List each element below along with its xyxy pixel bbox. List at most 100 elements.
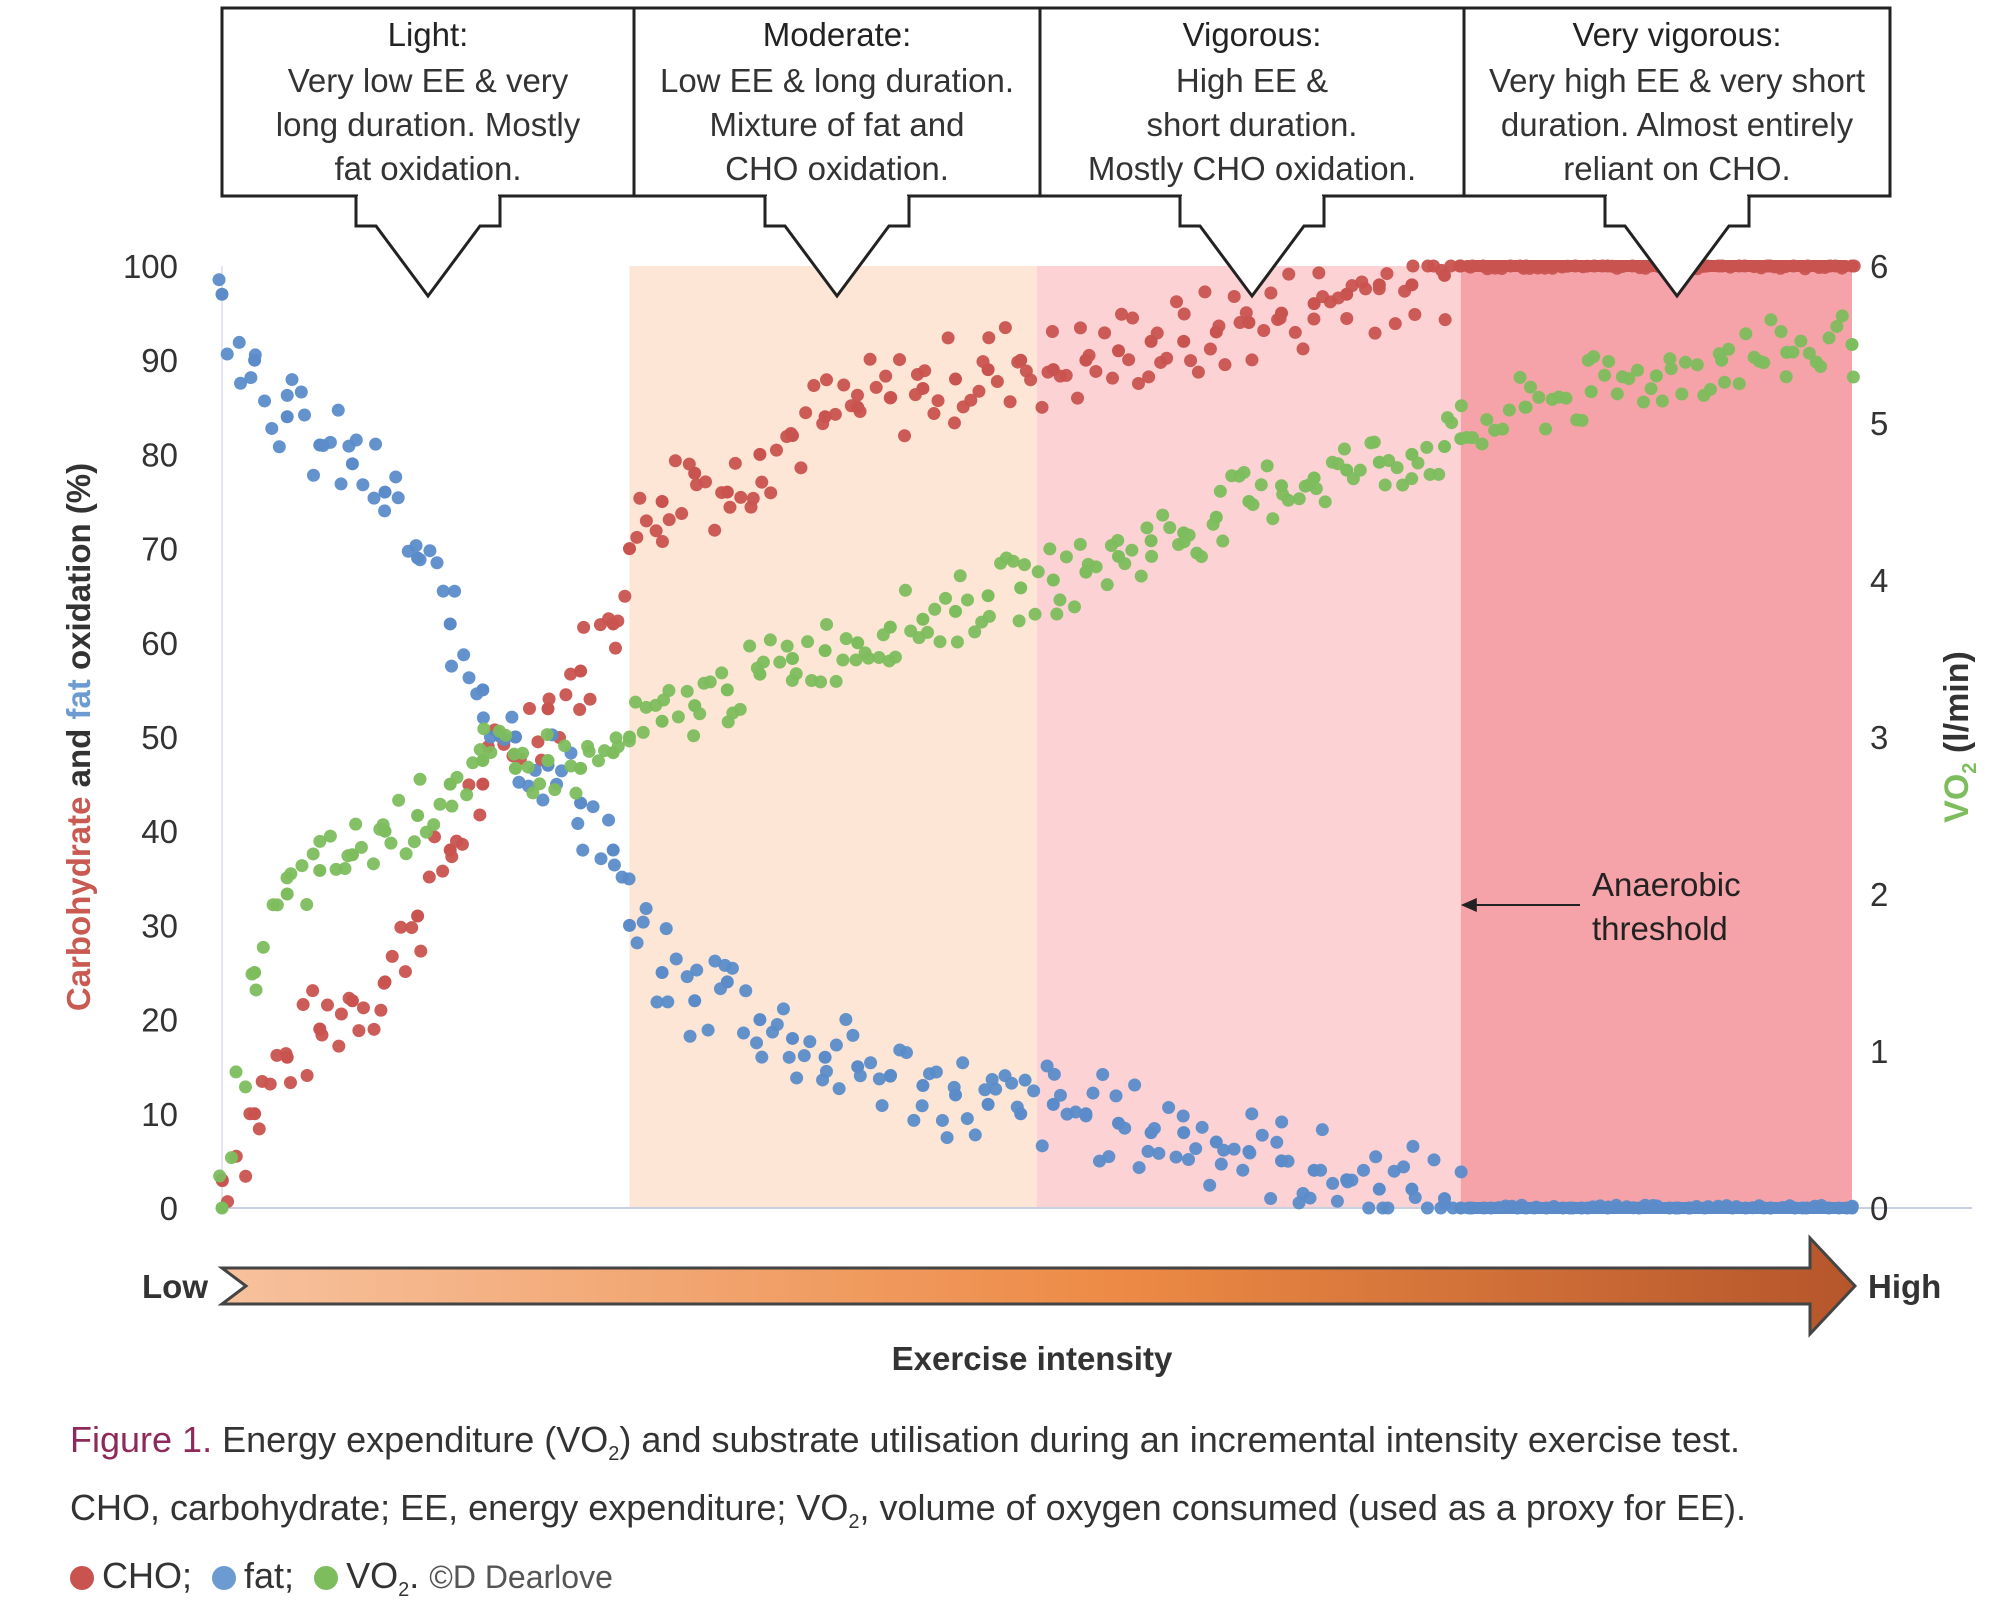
data-point [1406, 1139, 1420, 1153]
data-point [1195, 1120, 1209, 1134]
zone-band-very-vigorous [1460, 266, 1852, 1208]
data-point [1539, 422, 1553, 436]
data-point [594, 852, 608, 866]
data-point [929, 1065, 943, 1079]
data-point [630, 530, 644, 544]
data-point [1035, 1139, 1049, 1153]
data-point [659, 922, 673, 936]
data-point [1012, 614, 1026, 628]
data-point [723, 500, 737, 514]
data-point [1112, 344, 1125, 358]
data-point [1098, 326, 1112, 340]
data-point [1112, 1116, 1125, 1130]
data-point [1141, 1144, 1155, 1158]
data-point [818, 410, 832, 424]
data-point [933, 635, 947, 649]
data-point [935, 1113, 949, 1127]
data-point [606, 843, 620, 857]
data-point [1794, 334, 1808, 348]
data-point [1438, 1192, 1451, 1206]
data-point [220, 347, 234, 361]
data-point [1043, 542, 1057, 556]
threshold-label: threshold [1592, 910, 1728, 947]
data-point [1059, 550, 1073, 564]
data-point [753, 447, 767, 461]
data-point [1496, 422, 1510, 436]
y-right-tick-label: 1 [1870, 1033, 1888, 1070]
data-point [213, 1169, 227, 1183]
data-point [1182, 1152, 1196, 1166]
data-point [1420, 440, 1434, 454]
data-point [733, 702, 747, 716]
data-point [1079, 353, 1093, 367]
data-point [411, 809, 425, 822]
data-point [531, 735, 545, 749]
data-point [1073, 321, 1087, 335]
data-point [1275, 306, 1288, 320]
data-point [541, 754, 555, 768]
data-point [916, 1079, 930, 1093]
data-point [367, 1022, 381, 1036]
data-point [263, 1077, 277, 1091]
caption-sub-c: 2 [848, 1511, 860, 1534]
data-point [1152, 1146, 1166, 1160]
data-point [508, 730, 522, 744]
data-point [232, 335, 246, 349]
y-right-axis-label: VO2 (l/min) [1938, 651, 1981, 823]
data-point [413, 772, 427, 786]
data-point [1053, 593, 1067, 607]
data-point [1559, 391, 1573, 405]
data-point [743, 639, 757, 653]
data-point [296, 998, 310, 1012]
data-point [239, 1169, 253, 1183]
data-point [1242, 1144, 1256, 1158]
data-point [1177, 1126, 1191, 1140]
data-point [1112, 549, 1125, 563]
data-point [818, 644, 832, 658]
data-point [1337, 442, 1351, 456]
data-point [352, 1024, 366, 1038]
data-point [820, 373, 834, 387]
data-point [883, 1069, 897, 1083]
data-point [1353, 463, 1367, 477]
data-point [982, 331, 996, 345]
data-point [1102, 1150, 1116, 1164]
data-point [332, 1039, 346, 1053]
data-point [1216, 534, 1230, 548]
data-point [533, 777, 547, 791]
data-point [306, 468, 320, 482]
data-point [338, 862, 352, 876]
data-point [829, 674, 843, 688]
data-point [899, 1046, 913, 1060]
data-point [1266, 512, 1280, 526]
data-point [1189, 1142, 1203, 1156]
data-point [1227, 1142, 1241, 1156]
data-point [1438, 268, 1451, 282]
data-point [1227, 289, 1241, 303]
data-point [536, 793, 550, 807]
data-point [928, 602, 942, 616]
data-point [1845, 338, 1859, 351]
data-point [1053, 1088, 1067, 1102]
callout-line: CHO oxidation. [725, 150, 949, 187]
data-point [623, 918, 636, 932]
data-point [819, 1064, 833, 1078]
data-point [1679, 355, 1693, 369]
data-point [606, 746, 620, 760]
data-point [739, 984, 753, 998]
data-point [1236, 1163, 1250, 1177]
data-point [1142, 370, 1156, 384]
figure-caption: Figure 1. Energy expenditure (VO2) and s… [70, 1413, 1970, 1618]
y-left-tick-label: 50 [141, 719, 178, 756]
data-point [473, 743, 487, 757]
callout-box [1462, 6, 1892, 198]
data-point [1369, 1150, 1383, 1164]
data-point [1089, 560, 1103, 574]
data-point [623, 730, 636, 744]
data-point [1203, 342, 1217, 356]
data-point [764, 486, 778, 500]
data-point [639, 514, 653, 528]
callout-line: Low EE & long duration. [660, 62, 1014, 99]
data-point [849, 653, 863, 667]
data-point [1356, 1163, 1370, 1177]
